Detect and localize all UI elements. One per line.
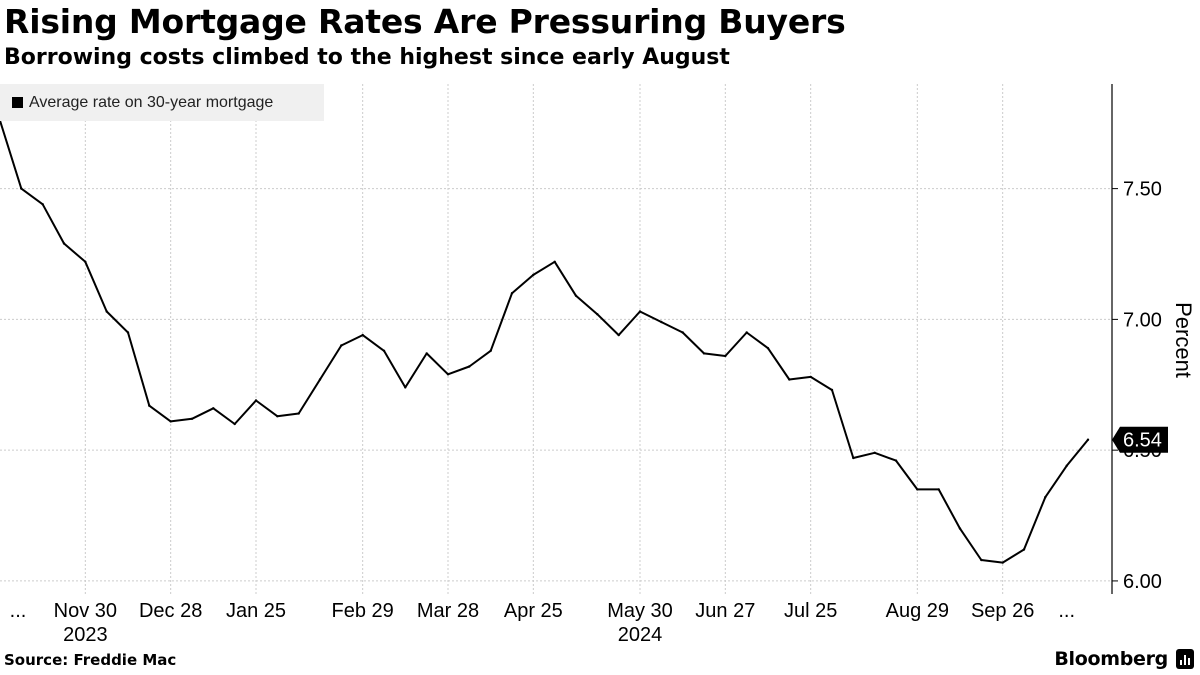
y-tick-label: 7.50 [1123,179,1162,201]
data-point [318,378,322,381]
data-point [1001,561,1004,564]
data-point [233,422,236,426]
data-point [190,417,194,420]
x-tick-label: May 30 [607,600,673,622]
data-point [489,349,492,352]
x-tick-year-label: 2023 [63,624,108,646]
source-note: Source: Freddie Mac [4,651,177,669]
series-layer [0,119,1090,564]
data-point [382,349,386,352]
data-point [468,365,471,368]
chart-title: Rising Mortgage Rates Are Pressuring Buy… [4,2,846,41]
data-point [404,386,407,389]
data-point [340,344,343,347]
grid-layer [0,84,1112,594]
data-point [1022,548,1026,551]
data-point [532,273,535,277]
data-point [254,399,258,402]
data-point [852,456,855,460]
legend-label: Average rate on 30-year mortgage [29,93,274,111]
x-tick-label: Dec 28 [139,600,202,622]
x-tick-label: Mar 28 [417,600,479,622]
data-point [212,407,215,410]
x-tick-label: Feb 29 [332,600,394,622]
data-point [873,451,876,454]
data-point [276,415,279,418]
data-point [105,310,108,313]
data-point [724,354,727,358]
data-point [425,352,428,355]
x-tick-label: ... [10,600,27,622]
data-point [148,404,151,407]
data-point [788,378,791,381]
x-tick-label: Sep 26 [971,600,1034,622]
data-point [745,331,748,334]
data-point [809,375,812,379]
data-point [766,347,770,350]
data-point [297,412,300,415]
data-point [446,373,450,376]
data-point [660,320,663,324]
chart-subtitle: Borrowing costs climbed to the highest s… [4,45,730,70]
axis-layer [1111,84,1118,594]
data-point [574,294,578,297]
data-point [20,187,23,190]
data-point [1065,464,1068,467]
data-point [980,558,983,562]
x-tick-label: Nov 30 [54,600,117,622]
data-point [126,331,130,334]
data-point [681,331,684,334]
data-point [958,527,962,530]
data-point [830,388,834,392]
series-line-30yr-mortgage [0,120,1089,564]
data-point [1086,438,1090,441]
x-tick-label: Jan 25 [226,600,286,622]
bloomberg-chart-icon [1176,649,1194,669]
x-tick-label: ... [1058,600,1075,622]
data-point [510,292,514,295]
data-point [894,459,898,462]
x-tick-label: Jul 25 [784,600,837,622]
data-point [596,313,599,316]
data-point [1044,496,1047,499]
data-point [916,488,919,491]
data-point [553,260,556,263]
data-point [169,420,172,423]
y-tick-label: 7.00 [1123,309,1162,331]
data-point [361,333,364,337]
data-point [702,352,706,355]
data-point [638,310,642,313]
y-axis-title: Percent [1171,302,1196,378]
data-point [617,333,620,337]
legend-swatch [12,97,23,108]
legend: Average rate on 30-year mortgage [0,84,324,121]
brand-logo: Bloomberg [1054,648,1168,670]
data-point [84,260,87,263]
y-tick-label: 6.00 [1123,571,1162,593]
x-tick-label: Aug 29 [886,600,949,622]
data-point [62,242,66,245]
x-tick-label: Jun 27 [695,600,755,622]
data-point [937,488,940,491]
x-tick-year-label: 2024 [618,624,663,646]
last-value-label: 6.54 [1123,430,1162,452]
x-tick-label: Apr 25 [504,600,563,622]
data-point [41,203,44,206]
last-value-flag [1112,426,1168,453]
